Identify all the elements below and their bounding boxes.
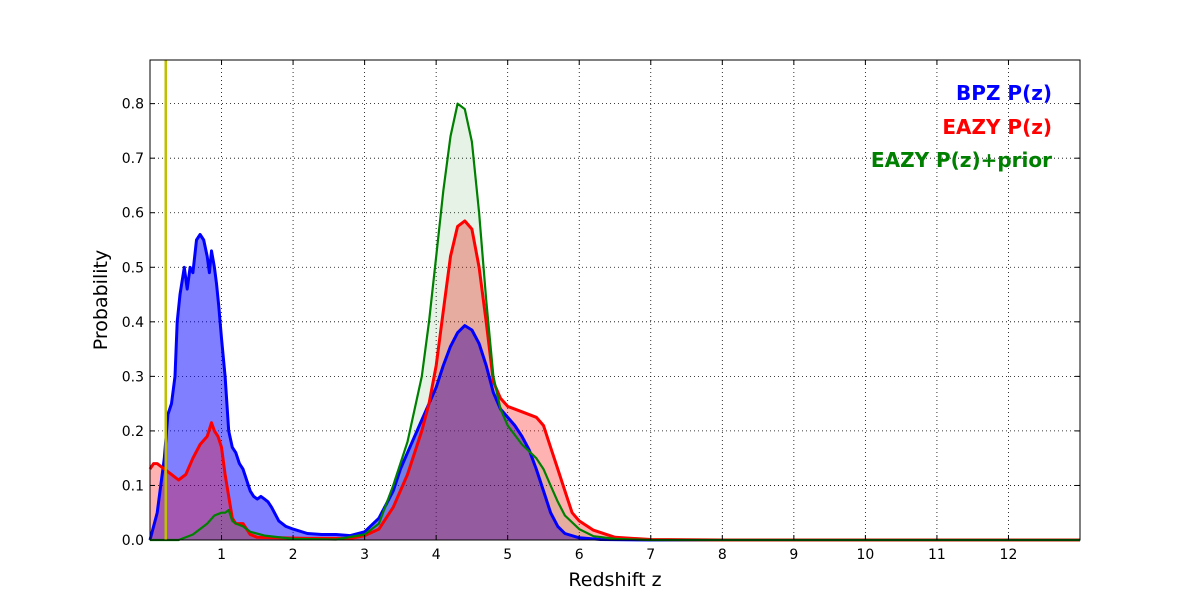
y-axis-ticks: 0.0 0.1 0.2 0.3 0.4 0.5 0.6 0.7 0.8 bbox=[122, 97, 1080, 549]
y-tick-label: 0.7 bbox=[122, 151, 144, 167]
series-fill-1 bbox=[150, 220, 1080, 540]
y-tick-label: 0.6 bbox=[122, 206, 144, 222]
x-tick-label: 12 bbox=[1000, 547, 1018, 563]
y-axis-label: Probability bbox=[90, 250, 112, 350]
y-tick-label: 0.8 bbox=[122, 97, 144, 113]
y-tick-label: 0.0 bbox=[122, 533, 144, 549]
legend: BPZ P(z) EAZY P(z) EAZY P(z)+prior bbox=[871, 81, 1052, 172]
y-tick-label: 0.2 bbox=[122, 424, 144, 440]
legend-entry-1: EAZY P(z) bbox=[942, 115, 1052, 139]
x-tick-label: 7 bbox=[646, 547, 655, 563]
x-tick-label: 11 bbox=[928, 547, 946, 563]
plot-frame bbox=[149, 59, 1081, 541]
x-tick-label: 5 bbox=[503, 547, 512, 563]
legend-entry-0: BPZ P(z) bbox=[956, 81, 1052, 105]
x-axis-ticks: 1 2 3 4 5 6 7 8 9 10 11 12 bbox=[217, 60, 1017, 563]
series-lines bbox=[148, 102, 1080, 542]
series-line-1 bbox=[148, 219, 1080, 542]
y-tick-label: 0.1 bbox=[122, 478, 144, 494]
y-tick-label: 0.3 bbox=[122, 369, 144, 385]
series-line-2 bbox=[150, 102, 1080, 542]
x-tick-label: 3 bbox=[360, 547, 369, 563]
x-tick-label: 4 bbox=[432, 547, 441, 563]
x-tick-label: 2 bbox=[289, 547, 298, 563]
x-tick-label: 1 bbox=[217, 547, 226, 563]
x-axis-label: Redshift z bbox=[568, 569, 661, 591]
y-tick-label: 0.5 bbox=[122, 260, 144, 276]
y-tick-label: 0.4 bbox=[122, 315, 144, 331]
series-line-0 bbox=[148, 233, 1080, 542]
legend-entry-2: EAZY P(z)+prior bbox=[871, 148, 1052, 172]
series-fill-0 bbox=[150, 234, 1080, 540]
x-tick-label: 10 bbox=[856, 547, 874, 563]
x-tick-label: 6 bbox=[575, 547, 584, 563]
series-fills bbox=[150, 103, 1080, 540]
x-tick-label: 8 bbox=[718, 547, 727, 563]
x-tick-label: 9 bbox=[789, 547, 798, 563]
grid bbox=[150, 60, 1080, 541]
